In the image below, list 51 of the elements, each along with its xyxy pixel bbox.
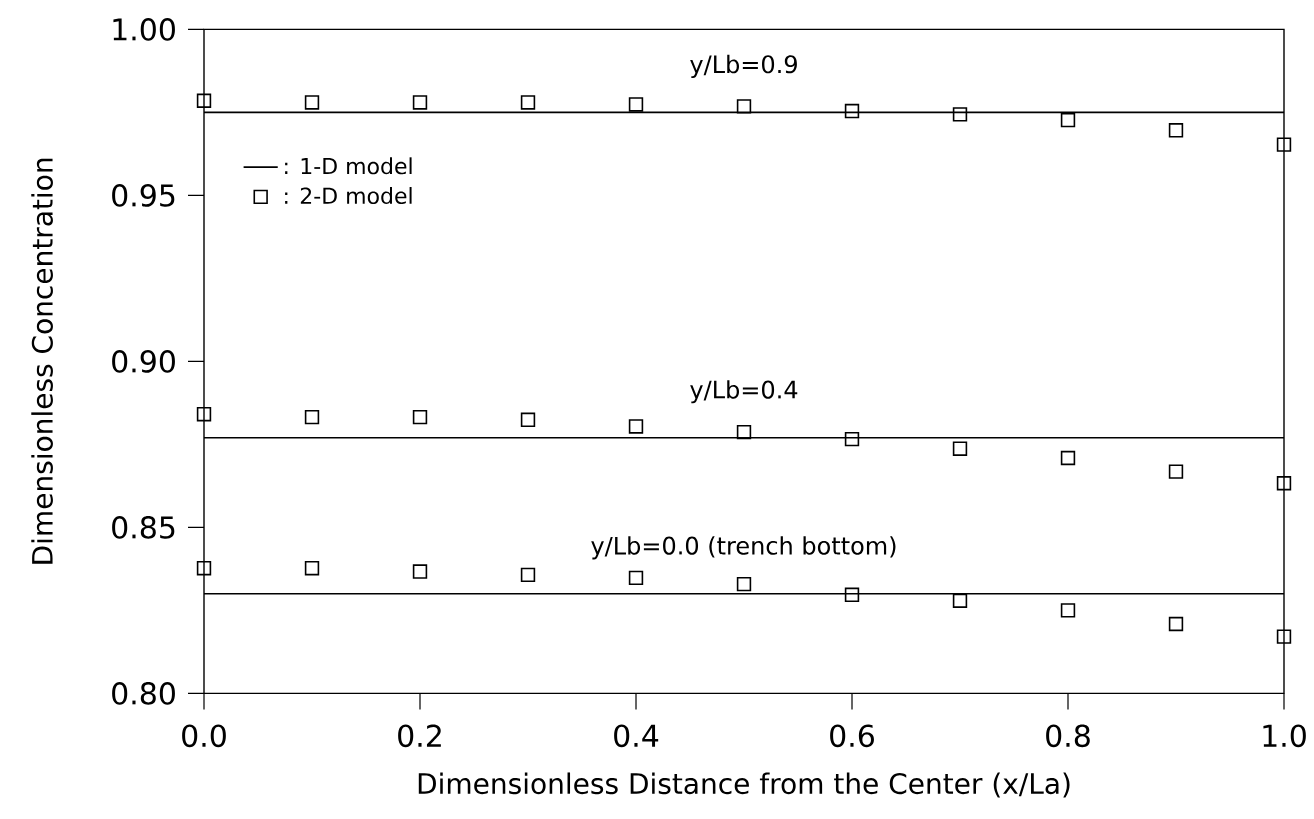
y-tick-label: 1.00 <box>113 18 175 41</box>
x-tick-label: 0.0 <box>182 724 226 748</box>
point <box>196 561 212 576</box>
point <box>412 95 428 110</box>
point <box>1168 123 1184 138</box>
point <box>628 419 644 434</box>
point <box>844 587 860 602</box>
x-tick-label: 0.4 <box>614 724 659 748</box>
annotation: y/Lb=0.9 <box>690 54 797 78</box>
point <box>1276 137 1292 152</box>
point <box>520 412 536 428</box>
y-tick-label: 0.95 <box>112 184 175 207</box>
y-tick-label: 0.85 <box>112 516 175 539</box>
point <box>952 593 968 608</box>
point <box>1276 629 1292 644</box>
point <box>304 561 320 576</box>
point <box>628 570 644 586</box>
annotation: y/Lb=0.0 (trench bottom) <box>591 536 896 560</box>
point <box>736 576 752 592</box>
y-tick-label: 0.90 <box>112 350 175 373</box>
x-axis-title: Dimensionless Distance from the Center (x/La) <box>418 772 1070 798</box>
x-tick-label: 0.6 <box>830 724 874 748</box>
y-tick-label: 0.80 <box>112 682 175 705</box>
legend-label: : 1-D model <box>285 157 412 175</box>
x-tick-label: 0.2 <box>398 724 441 748</box>
point <box>1276 476 1292 491</box>
point <box>1060 603 1076 618</box>
point <box>304 409 320 425</box>
point <box>304 95 320 110</box>
point <box>844 103 860 119</box>
point <box>1168 464 1184 479</box>
y-axis-title: Dimensionless Concentration <box>31 158 53 564</box>
x-tick-label: 0.8 <box>1046 724 1090 748</box>
point <box>196 406 212 422</box>
point <box>520 95 536 110</box>
x-tick-label: 1.0 <box>1263 724 1306 748</box>
point <box>196 93 212 108</box>
point <box>520 567 536 583</box>
point <box>1168 616 1184 632</box>
point <box>736 99 752 114</box>
point <box>844 431 860 447</box>
point <box>628 97 644 112</box>
annotation: y/Lb=0.4 <box>690 380 798 404</box>
point <box>952 107 968 122</box>
point <box>952 441 968 456</box>
point <box>412 564 428 579</box>
legend-label: : 2-D model <box>285 187 412 205</box>
point <box>1060 450 1076 466</box>
point <box>736 424 752 440</box>
point <box>1060 112 1076 128</box>
point <box>412 409 428 425</box>
